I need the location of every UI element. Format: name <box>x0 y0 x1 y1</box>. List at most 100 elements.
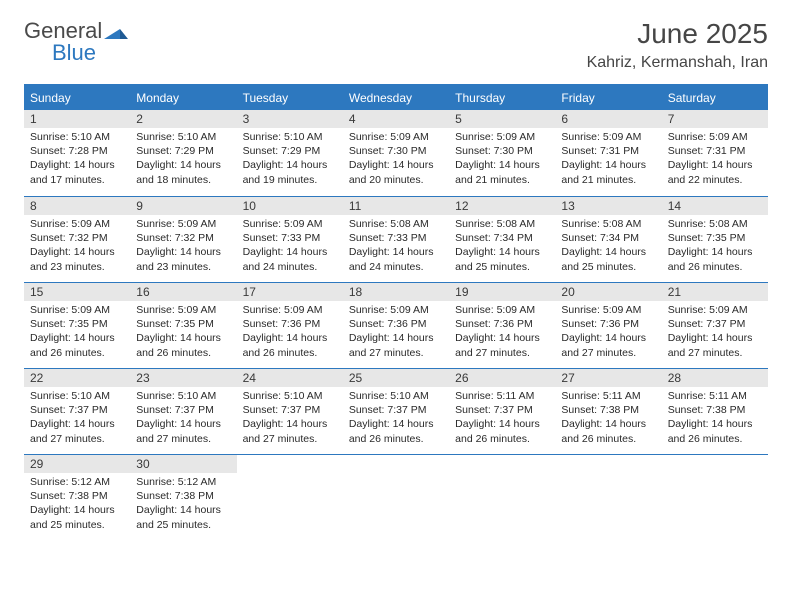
day-info: Sunrise: 5:12 AMSunset: 7:38 PMDaylight:… <box>130 473 236 532</box>
day-number: 16 <box>130 283 236 301</box>
day-info: Sunrise: 5:10 AMSunset: 7:37 PMDaylight:… <box>343 387 449 446</box>
day-number: 19 <box>449 283 555 301</box>
day-header-thursday: Thursday <box>449 86 555 110</box>
day-number: 3 <box>237 110 343 128</box>
day-number: 17 <box>237 283 343 301</box>
day-number: 20 <box>555 283 661 301</box>
day-info: Sunrise: 5:11 AMSunset: 7:38 PMDaylight:… <box>555 387 661 446</box>
day-number: 21 <box>662 283 768 301</box>
day-info: Sunrise: 5:09 AMSunset: 7:36 PMDaylight:… <box>343 301 449 360</box>
day-info: Sunrise: 5:10 AMSunset: 7:37 PMDaylight:… <box>130 387 236 446</box>
day-info: Sunrise: 5:09 AMSunset: 7:37 PMDaylight:… <box>662 301 768 360</box>
day-cell: 20Sunrise: 5:09 AMSunset: 7:36 PMDayligh… <box>555 282 661 368</box>
day-info: Sunrise: 5:09 AMSunset: 7:35 PMDaylight:… <box>24 301 130 360</box>
empty-cell <box>343 454 449 540</box>
day-cell: 21Sunrise: 5:09 AMSunset: 7:37 PMDayligh… <box>662 282 768 368</box>
day-cell: 7Sunrise: 5:09 AMSunset: 7:31 PMDaylight… <box>662 110 768 196</box>
day-cell: 6Sunrise: 5:09 AMSunset: 7:31 PMDaylight… <box>555 110 661 196</box>
day-cell: 3Sunrise: 5:10 AMSunset: 7:29 PMDaylight… <box>237 110 343 196</box>
day-number: 9 <box>130 197 236 215</box>
day-header-saturday: Saturday <box>662 86 768 110</box>
day-cell: 17Sunrise: 5:09 AMSunset: 7:36 PMDayligh… <box>237 282 343 368</box>
day-cell: 8Sunrise: 5:09 AMSunset: 7:32 PMDaylight… <box>24 196 130 282</box>
day-cell: 14Sunrise: 5:08 AMSunset: 7:35 PMDayligh… <box>662 196 768 282</box>
day-info: Sunrise: 5:09 AMSunset: 7:33 PMDaylight:… <box>237 215 343 274</box>
day-number: 5 <box>449 110 555 128</box>
empty-cell <box>555 454 661 540</box>
day-number: 6 <box>555 110 661 128</box>
day-cell: 4Sunrise: 5:09 AMSunset: 7:30 PMDaylight… <box>343 110 449 196</box>
day-number: 26 <box>449 369 555 387</box>
day-number: 2 <box>130 110 236 128</box>
header: GeneralBlue June 2025 Kahriz, Kermanshah… <box>24 18 768 72</box>
day-cell: 11Sunrise: 5:08 AMSunset: 7:33 PMDayligh… <box>343 196 449 282</box>
day-cell: 18Sunrise: 5:09 AMSunset: 7:36 PMDayligh… <box>343 282 449 368</box>
day-cell: 25Sunrise: 5:10 AMSunset: 7:37 PMDayligh… <box>343 368 449 454</box>
day-number: 24 <box>237 369 343 387</box>
day-info: Sunrise: 5:12 AMSunset: 7:38 PMDaylight:… <box>24 473 130 532</box>
day-cell: 23Sunrise: 5:10 AMSunset: 7:37 PMDayligh… <box>130 368 236 454</box>
calendar-grid: SundayMondayTuesdayWednesdayThursdayFrid… <box>24 84 768 540</box>
day-info: Sunrise: 5:10 AMSunset: 7:37 PMDaylight:… <box>237 387 343 446</box>
day-info: Sunrise: 5:10 AMSunset: 7:29 PMDaylight:… <box>237 128 343 187</box>
day-header-monday: Monday <box>130 86 236 110</box>
empty-cell <box>237 454 343 540</box>
day-header-wednesday: Wednesday <box>343 86 449 110</box>
day-info: Sunrise: 5:11 AMSunset: 7:37 PMDaylight:… <box>449 387 555 446</box>
day-cell: 19Sunrise: 5:09 AMSunset: 7:36 PMDayligh… <box>449 282 555 368</box>
day-info: Sunrise: 5:08 AMSunset: 7:34 PMDaylight:… <box>449 215 555 274</box>
day-info: Sunrise: 5:09 AMSunset: 7:30 PMDaylight:… <box>449 128 555 187</box>
day-info: Sunrise: 5:10 AMSunset: 7:37 PMDaylight:… <box>24 387 130 446</box>
location-text: Kahriz, Kermanshah, Iran <box>587 54 768 72</box>
page-title: June 2025 <box>587 18 768 50</box>
day-number: 22 <box>24 369 130 387</box>
day-number: 13 <box>555 197 661 215</box>
day-info: Sunrise: 5:09 AMSunset: 7:36 PMDaylight:… <box>555 301 661 360</box>
empty-cell <box>449 454 555 540</box>
day-header-sunday: Sunday <box>24 86 130 110</box>
day-number: 25 <box>343 369 449 387</box>
day-info: Sunrise: 5:09 AMSunset: 7:31 PMDaylight:… <box>662 128 768 187</box>
title-block: June 2025 Kahriz, Kermanshah, Iran <box>587 18 768 72</box>
day-number: 4 <box>343 110 449 128</box>
day-header-friday: Friday <box>555 86 661 110</box>
day-info: Sunrise: 5:09 AMSunset: 7:32 PMDaylight:… <box>130 215 236 274</box>
day-number: 28 <box>662 369 768 387</box>
day-number: 23 <box>130 369 236 387</box>
day-number: 8 <box>24 197 130 215</box>
day-number: 30 <box>130 455 236 473</box>
day-cell: 27Sunrise: 5:11 AMSunset: 7:38 PMDayligh… <box>555 368 661 454</box>
day-info: Sunrise: 5:08 AMSunset: 7:35 PMDaylight:… <box>662 215 768 274</box>
day-cell: 9Sunrise: 5:09 AMSunset: 7:32 PMDaylight… <box>130 196 236 282</box>
day-cell: 28Sunrise: 5:11 AMSunset: 7:38 PMDayligh… <box>662 368 768 454</box>
day-cell: 29Sunrise: 5:12 AMSunset: 7:38 PMDayligh… <box>24 454 130 540</box>
day-info: Sunrise: 5:10 AMSunset: 7:29 PMDaylight:… <box>130 128 236 187</box>
day-info: Sunrise: 5:09 AMSunset: 7:31 PMDaylight:… <box>555 128 661 187</box>
day-info: Sunrise: 5:09 AMSunset: 7:35 PMDaylight:… <box>130 301 236 360</box>
day-info: Sunrise: 5:10 AMSunset: 7:28 PMDaylight:… <box>24 128 130 187</box>
day-cell: 16Sunrise: 5:09 AMSunset: 7:35 PMDayligh… <box>130 282 236 368</box>
day-info: Sunrise: 5:08 AMSunset: 7:33 PMDaylight:… <box>343 215 449 274</box>
day-cell: 2Sunrise: 5:10 AMSunset: 7:29 PMDaylight… <box>130 110 236 196</box>
day-cell: 10Sunrise: 5:09 AMSunset: 7:33 PMDayligh… <box>237 196 343 282</box>
empty-cell <box>662 454 768 540</box>
day-cell: 13Sunrise: 5:08 AMSunset: 7:34 PMDayligh… <box>555 196 661 282</box>
logo-mark-icon <box>104 25 130 44</box>
day-cell: 22Sunrise: 5:10 AMSunset: 7:37 PMDayligh… <box>24 368 130 454</box>
day-info: Sunrise: 5:09 AMSunset: 7:30 PMDaylight:… <box>343 128 449 187</box>
day-number: 10 <box>237 197 343 215</box>
day-number: 12 <box>449 197 555 215</box>
day-info: Sunrise: 5:09 AMSunset: 7:36 PMDaylight:… <box>237 301 343 360</box>
day-number: 27 <box>555 369 661 387</box>
day-info: Sunrise: 5:09 AMSunset: 7:36 PMDaylight:… <box>449 301 555 360</box>
day-number: 7 <box>662 110 768 128</box>
day-number: 18 <box>343 283 449 301</box>
day-cell: 15Sunrise: 5:09 AMSunset: 7:35 PMDayligh… <box>24 282 130 368</box>
day-cell: 5Sunrise: 5:09 AMSunset: 7:30 PMDaylight… <box>449 110 555 196</box>
day-number: 29 <box>24 455 130 473</box>
day-info: Sunrise: 5:08 AMSunset: 7:34 PMDaylight:… <box>555 215 661 274</box>
day-cell: 26Sunrise: 5:11 AMSunset: 7:37 PMDayligh… <box>449 368 555 454</box>
day-cell: 24Sunrise: 5:10 AMSunset: 7:37 PMDayligh… <box>237 368 343 454</box>
day-number: 15 <box>24 283 130 301</box>
day-cell: 30Sunrise: 5:12 AMSunset: 7:38 PMDayligh… <box>130 454 236 540</box>
